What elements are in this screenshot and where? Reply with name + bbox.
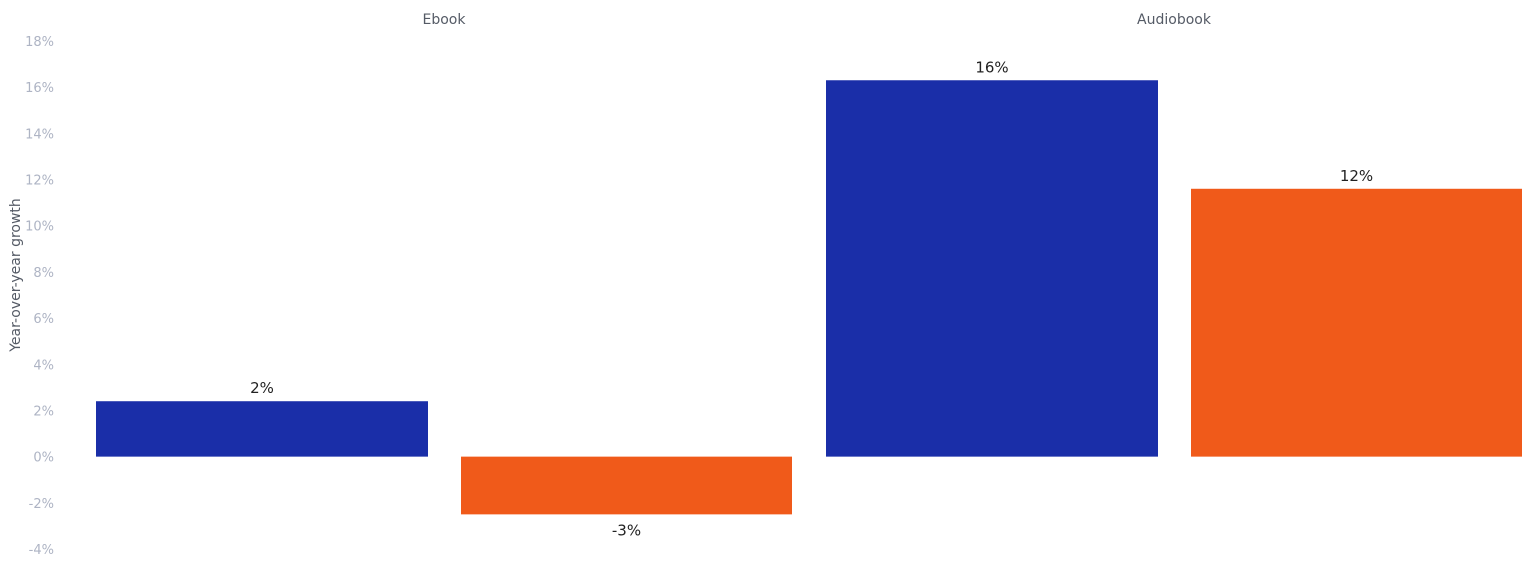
y-tick-label: -4% [29,543,54,558]
panel-title: Audiobook [1137,12,1212,28]
y-tick-label: 10% [25,220,54,235]
y-tick-label: 6% [33,312,54,327]
y-axis: 18% 16% 14% 12% 10% 8% 6% 4% 2% 0% -2% -4% [25,35,54,558]
panel-title: Ebook [423,12,467,28]
bar-value-label: 2% [250,379,274,397]
y-tick-label: 4% [33,358,54,373]
bar [826,80,1158,457]
data-labels: 2% -3% 16% 12% [250,58,1373,539]
y-tick-label: 18% [25,35,54,50]
y-tick-label: 16% [25,81,54,96]
y-tick-label: 2% [33,404,54,419]
y-axis-title: Year-over-year growth [8,198,24,353]
bars [96,80,1522,515]
bar [461,456,792,515]
y-tick-label: 0% [33,451,54,466]
bar [1191,188,1522,457]
panel-titles: Ebook Audiobook [423,12,1212,28]
bar-value-label: -3% [612,521,641,539]
bar-value-label: 12% [1340,167,1373,185]
y-tick-label: -2% [29,497,54,512]
y-tick-label: 14% [25,127,54,142]
y-tick-label: 12% [25,174,54,189]
bar [96,401,428,457]
y-tick-label: 8% [33,266,54,281]
bar-value-label: 16% [975,58,1008,76]
